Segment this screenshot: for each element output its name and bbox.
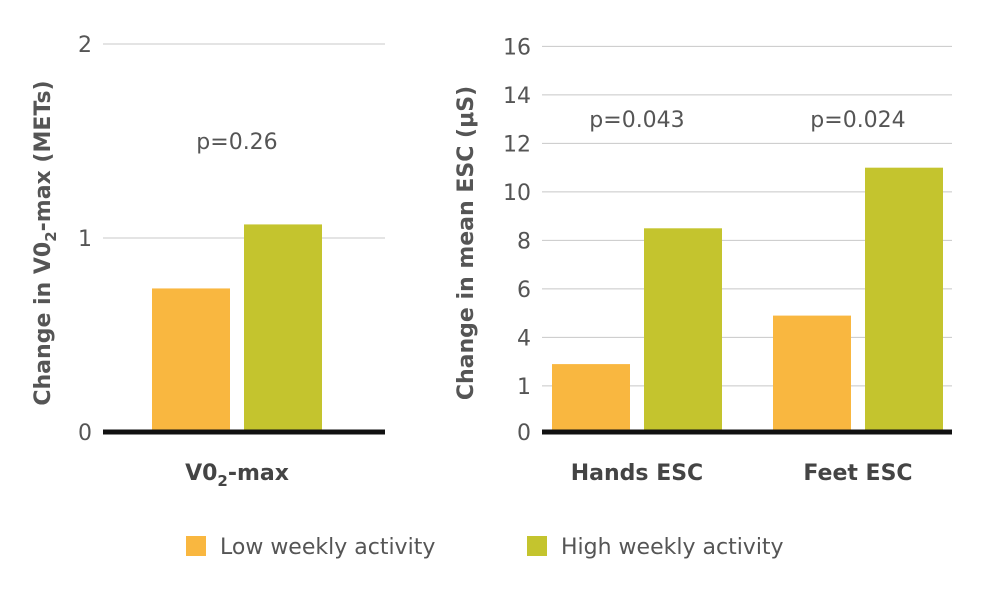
legend-label-high: High weekly activity — [561, 535, 784, 560]
y-axis-label: Change in V02-max (METs) — [31, 80, 60, 405]
p-value-annotation: p=0.043 — [589, 108, 684, 133]
bar-high-activity — [244, 224, 322, 432]
y-axis-label: Change in mean ESC (μS) — [454, 86, 479, 400]
legend: Low weekly activity High weekly activity — [186, 535, 784, 560]
x-category-label: V02-max — [185, 461, 289, 490]
bar-low-activity — [552, 364, 630, 432]
y-tick-label: 0 — [78, 421, 92, 446]
y-tick-label: 0 — [517, 421, 531, 446]
y-tick-label: 14 — [503, 84, 531, 109]
y-tick-label: 16 — [503, 35, 531, 60]
bar-low-activity — [773, 315, 851, 432]
y-tick-label: 4 — [517, 326, 531, 351]
x-category-label: Feet ESC — [803, 461, 912, 486]
bar-high-activity — [865, 167, 943, 433]
legend-label-low: Low weekly activity — [220, 535, 435, 560]
y-tick-label: 1 — [517, 375, 531, 400]
bar-high-activity — [644, 228, 722, 432]
x-category-label: Hands ESC — [571, 461, 703, 486]
y-tick-label: 6 — [517, 278, 531, 303]
y-tick-label: 10 — [503, 181, 531, 206]
bar-low-activity — [152, 288, 230, 432]
y-tick-label: 12 — [503, 132, 531, 157]
legend-swatch-high — [527, 536, 547, 556]
y-tick-label: 8 — [517, 229, 531, 254]
y-tick-label: 2 — [78, 33, 92, 58]
p-value-annotation: p=0.26 — [196, 130, 277, 155]
p-value-annotation: p=0.024 — [810, 108, 905, 133]
legend-swatch-low — [186, 536, 206, 556]
chart-panel-vo2max: 0 1 2 V02-max p=0.26 Change in V02-max (METs) — [31, 33, 385, 490]
y-tick-label: 1 — [78, 227, 92, 252]
